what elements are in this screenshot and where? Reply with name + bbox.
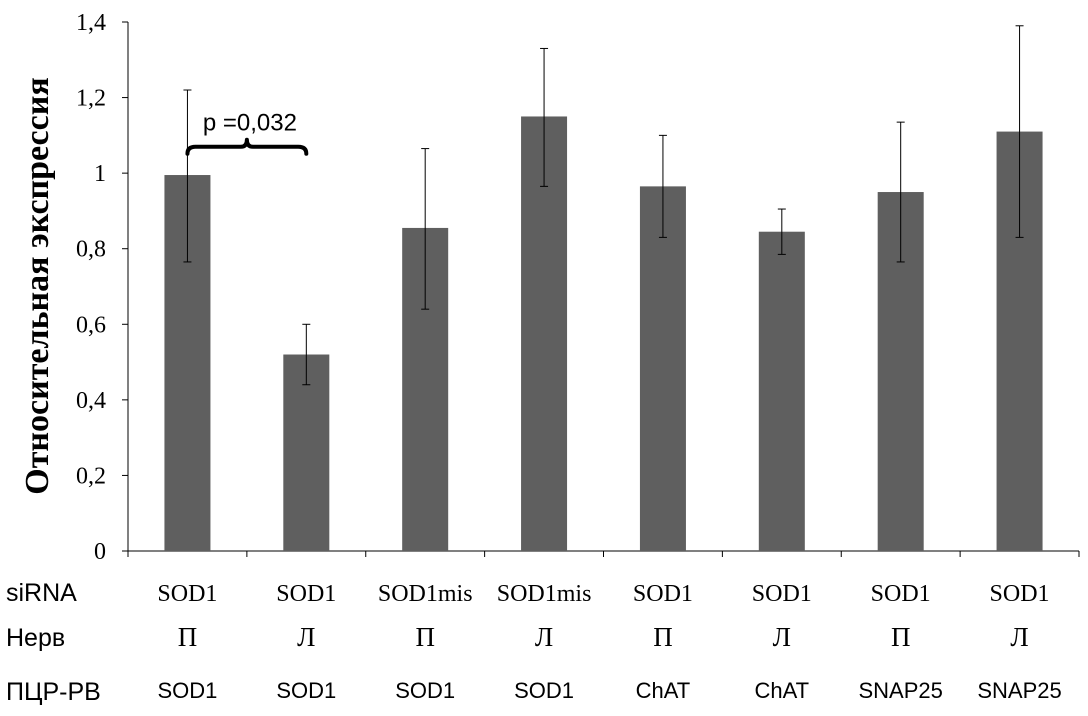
row-label-pcr: ПЦР-РВ <box>6 678 101 706</box>
y-tick-label: 0,2 <box>76 463 106 489</box>
sirna-label: SOD1mis <box>497 581 592 607</box>
nerve-label: П <box>891 622 911 652</box>
pcr-label: ChAT <box>636 678 691 703</box>
bar <box>283 354 330 551</box>
pcr-label: ChAT <box>755 678 810 703</box>
pcr-label: SOD1 <box>157 678 217 703</box>
significance-bracket <box>185 137 309 156</box>
nerve-label: Л <box>773 622 791 652</box>
plot-area: 0 0,2 0,4 0,6 0,8 1 1,2 1,4 SOD1 П SOD1 SOD1 Л SOD1 SO… <box>76 10 1080 703</box>
y-tick-label: 1,2 <box>76 86 106 112</box>
sirna-label: SOD1 <box>157 581 217 607</box>
pcr-label: SOD1 <box>276 678 336 703</box>
pcr-label: SOD1 <box>514 678 574 703</box>
sirna-label: SOD1 <box>752 581 812 607</box>
sirna-label: SOD1 <box>633 581 693 607</box>
sirna-label: SOD1mis <box>378 581 473 607</box>
y-tick-label: 0,8 <box>76 237 106 263</box>
pcr-label: SNAP25 <box>858 678 942 703</box>
nerve-label: П <box>653 622 673 652</box>
y-tick-label: 0,4 <box>76 388 106 414</box>
sirna-label: SOD1 <box>990 581 1050 607</box>
pcr-label: SOD1 <box>395 678 455 703</box>
bar <box>758 231 805 552</box>
y-axis-label: Относительная экспрессия <box>19 77 56 494</box>
y-tick-label: 0 <box>94 539 106 565</box>
nerve-label: Л <box>297 622 315 652</box>
sirna-label: SOD1 <box>871 581 931 607</box>
bar <box>639 186 686 551</box>
row-label-sirna: siRNA <box>6 579 77 607</box>
y-tick-label: 0,6 <box>76 312 106 338</box>
row-label-nerve: Нерв <box>6 624 65 652</box>
p-value-label: p =0,032 <box>203 110 297 137</box>
y-tick-label: 1 <box>94 161 106 187</box>
pcr-label: SNAP25 <box>977 678 1061 703</box>
nerve-label: Л <box>1010 622 1028 652</box>
bar <box>521 116 568 551</box>
nerve-label: П <box>178 622 198 652</box>
nerve-label: П <box>415 622 435 652</box>
nerve-label: Л <box>535 622 553 652</box>
sirna-label: SOD1 <box>276 581 336 607</box>
y-tick-label: 1,4 <box>76 10 106 36</box>
